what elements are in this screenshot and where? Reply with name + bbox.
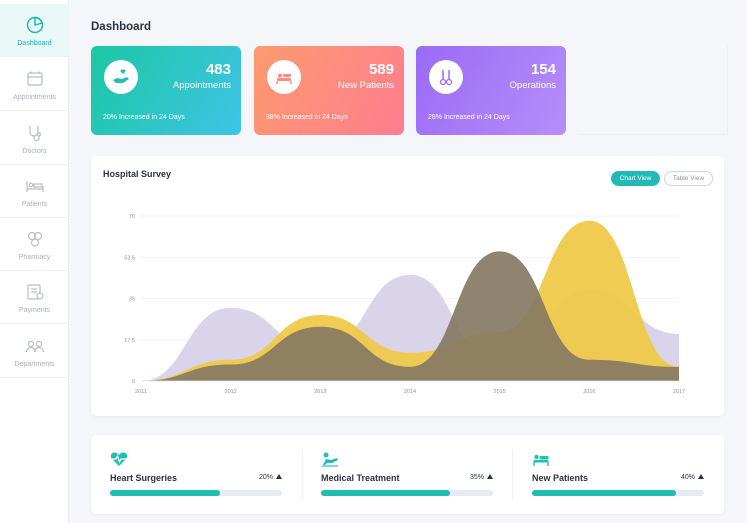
- appointments-icon: [24, 68, 46, 90]
- up-arrow-icon: [276, 474, 282, 479]
- treatment-icon: [321, 451, 339, 467]
- sidebar-item-label: Departments: [14, 360, 55, 368]
- sidebar-item-pharmacy[interactable]: Pharmacy: [0, 218, 69, 271]
- stat-card-operations[interactable]: 154 Operations 28% Increased in 24 Days: [416, 46, 566, 135]
- x-tick-label: 2017: [673, 389, 685, 395]
- divider: [512, 449, 513, 500]
- y-tick-label: 35: [129, 297, 135, 303]
- sidebar-item-label: Appointments: [13, 93, 56, 101]
- sidebar-item-appointments[interactable]: Appointments: [0, 58, 69, 111]
- departments-icon: [24, 335, 46, 357]
- sidebar-item-label: Doctors: [22, 147, 47, 155]
- stat-value: 589: [368, 61, 394, 78]
- x-tick-label: 2013: [314, 389, 326, 395]
- stethoscope-icon: [24, 122, 46, 144]
- sidebar-item-label: Pharmacy: [18, 253, 51, 261]
- stat-value: 154: [530, 61, 556, 78]
- metric-medical-treatment: Medical Treatment 35%: [321, 435, 493, 514]
- x-tick-label: 2016: [583, 389, 595, 395]
- payment-icon: [24, 281, 46, 303]
- sidebar-item-departments[interactable]: Departments: [0, 325, 69, 378]
- sidebar-item-patients[interactable]: Patients: [0, 165, 69, 218]
- metric-new-patients: New Patients 40%: [532, 435, 704, 514]
- stat-sub: 20% Increased in 24 Days: [103, 114, 185, 121]
- y-tick-label: 17.5: [124, 338, 135, 344]
- patient-bed-icon: [267, 60, 301, 94]
- up-arrow-icon: [698, 474, 704, 479]
- x-tick-label: 2012: [225, 389, 237, 395]
- sidebar-item-label: Patients: [21, 200, 48, 208]
- metric-percent: 40%: [681, 474, 704, 481]
- metric-label: Heart Surgeries: [110, 473, 178, 483]
- metrics-panel: Heart Surgeries 20% Medical Treatment 35…: [91, 435, 724, 514]
- stat-card-empty: [578, 46, 728, 135]
- progress-track: [532, 490, 704, 496]
- heart-pulse-icon: [110, 451, 128, 467]
- area-series-3: [141, 251, 679, 381]
- metric-heart-surgeries: Heart Surgeries 20%: [110, 435, 282, 514]
- hospital-survey-panel: Hospital Survey Chart View Table View 0 1…: [91, 156, 724, 416]
- x-tick-label: 2014: [404, 389, 416, 395]
- progress-fill: [532, 490, 677, 496]
- stat-sub: 38% Increased in 24 Days: [266, 114, 348, 121]
- sidebar-item-doctors[interactable]: Doctors: [0, 112, 69, 165]
- progress-track: [321, 490, 493, 496]
- stat-label: New Patients: [338, 80, 394, 91]
- sidebar-item-label: Dashboard: [17, 39, 52, 47]
- bed-icon: [24, 175, 46, 197]
- sidebar-item-label: Payments: [18, 306, 51, 314]
- metric-label: New Patients: [532, 473, 589, 483]
- metric-label: Medical Treatment: [321, 473, 400, 483]
- sidebar-item-payments[interactable]: Payments: [0, 271, 69, 324]
- progress-fill: [110, 490, 221, 496]
- pills-icon: [24, 228, 46, 250]
- y-tick-label: 0: [132, 379, 135, 385]
- dashboard-icon: [24, 14, 46, 36]
- stat-label: Operations: [509, 80, 556, 91]
- new-patient-icon: [532, 451, 550, 467]
- stat-value: 483: [205, 61, 231, 78]
- progress-track: [110, 490, 282, 496]
- stat-card-new-patients[interactable]: 589 New Patients 38% Increased in 24 Day…: [254, 46, 404, 135]
- sidebar: Dashboard Appointments Doctors Patients …: [0, 0, 69, 523]
- stat-sub: 28% Increased in 24 Days: [428, 114, 510, 121]
- surgical-tools-icon: [429, 60, 463, 94]
- page-title: Dashboard: [91, 21, 152, 33]
- metric-percent: 35%: [470, 474, 493, 481]
- table-view-button[interactable]: Table View: [664, 171, 713, 186]
- y-tick-label: 70: [129, 214, 135, 220]
- stat-label: Appointments: [172, 80, 231, 91]
- stat-card-appointments[interactable]: 483 Appointments 20% Increased in 24 Day…: [91, 46, 241, 135]
- x-tick-label: 2011: [135, 389, 147, 395]
- survey-title: Hospital Survey: [103, 169, 172, 179]
- hand-heart-icon: [104, 60, 138, 94]
- divider: [302, 449, 303, 500]
- metric-percent: 20%: [259, 474, 282, 481]
- x-tick-label: 2015: [494, 389, 506, 395]
- up-arrow-icon: [487, 474, 493, 479]
- y-tick-label: 52.5: [124, 255, 135, 261]
- sidebar-item-dashboard[interactable]: Dashboard: [0, 4, 69, 57]
- chart-view-button[interactable]: Chart View: [611, 171, 660, 186]
- progress-fill: [321, 490, 450, 496]
- survey-chart: 0 17.5 35 52.5 70 2011 2012 2013 2014 2015 2016 201…: [124, 214, 685, 395]
